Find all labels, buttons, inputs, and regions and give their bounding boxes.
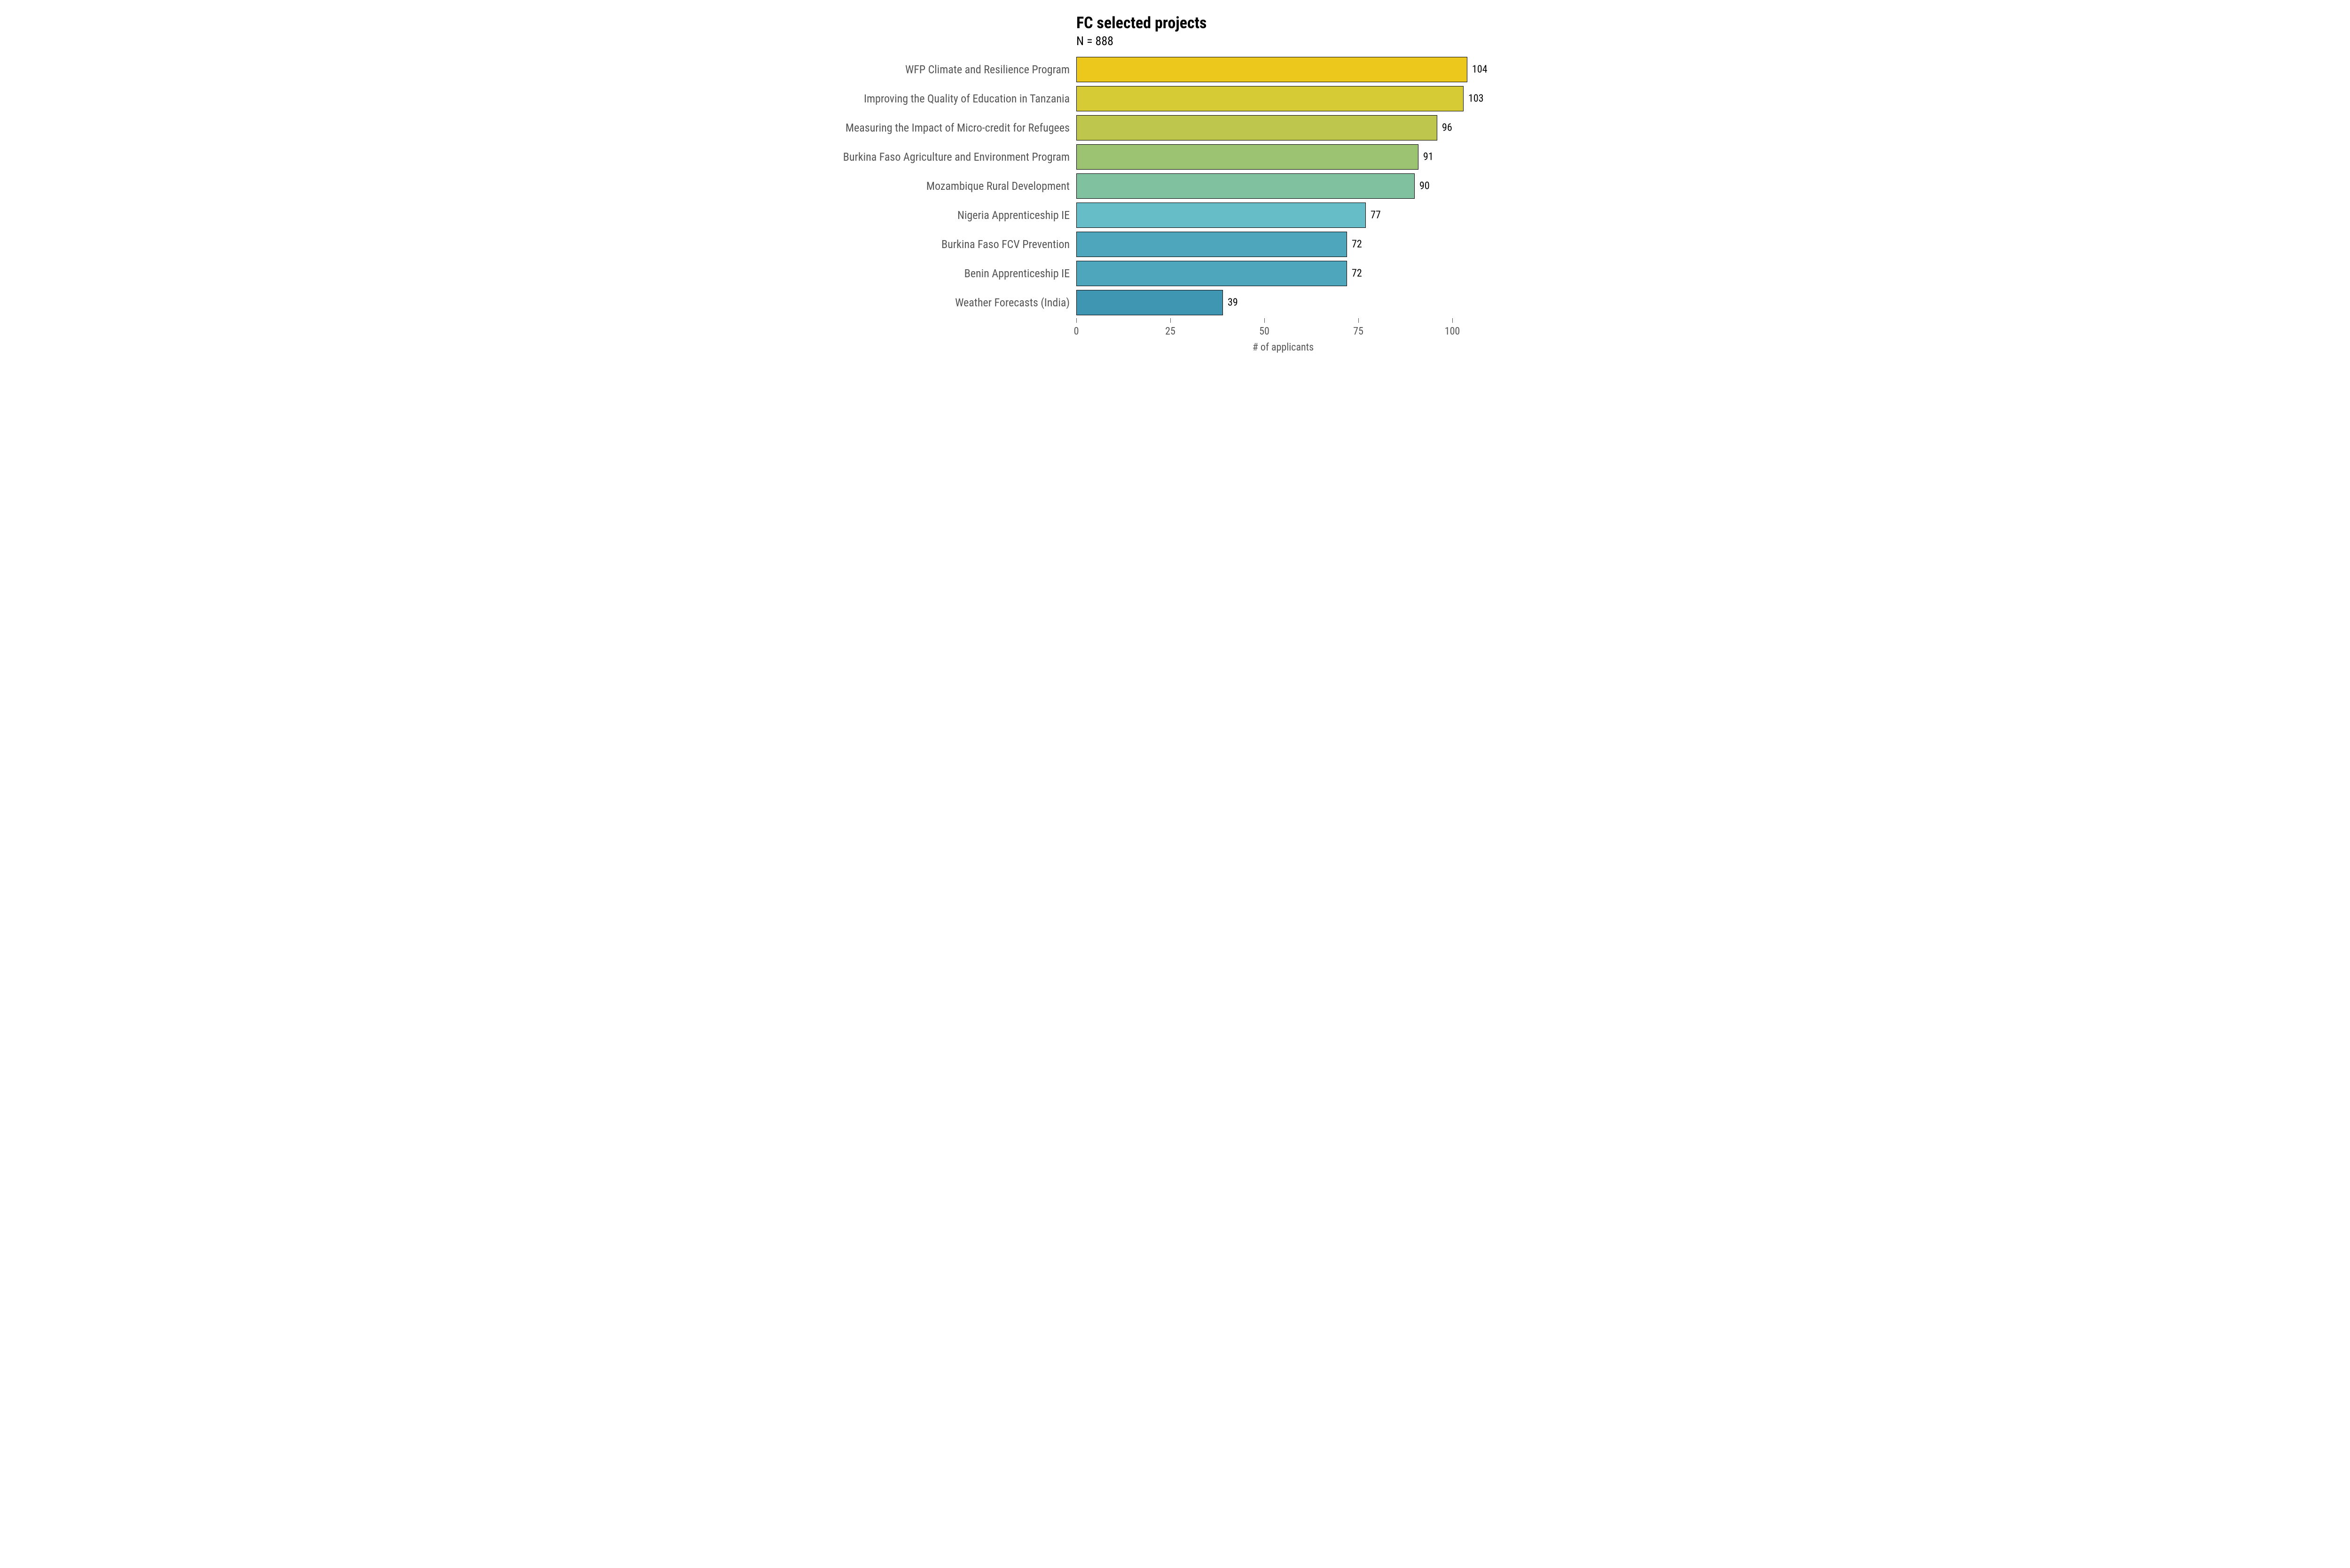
bar xyxy=(1076,57,1467,82)
bar-value-label: 96 xyxy=(1442,122,1452,134)
category-label: Weather Forecasts (India) xyxy=(841,296,1076,309)
x-axis xyxy=(1076,318,1490,325)
x-tick-label: 75 xyxy=(1353,326,1363,337)
bar-value-label: 39 xyxy=(1228,297,1238,309)
x-tick xyxy=(1264,318,1265,323)
bar xyxy=(1076,232,1347,257)
x-tick-label: 0 xyxy=(1074,326,1079,337)
category-label: Benin Apprenticeship IE xyxy=(841,267,1076,280)
category-label: Burkina Faso Agriculture and Environment… xyxy=(841,150,1076,164)
category-label: Burkina Faso FCV Prevention xyxy=(841,238,1076,251)
bar xyxy=(1076,144,1418,170)
x-tick xyxy=(1170,318,1171,323)
x-tick xyxy=(1452,318,1453,323)
x-tick xyxy=(1076,318,1077,323)
bar-value-label: 104 xyxy=(1472,64,1488,76)
category-label: WFP Climate and Resilience Program xyxy=(841,63,1076,76)
bar-value-label: 90 xyxy=(1419,180,1430,192)
bar xyxy=(1076,173,1415,199)
category-label: Mozambique Rural Development xyxy=(841,179,1076,193)
bar xyxy=(1076,290,1223,315)
bar xyxy=(1076,115,1437,140)
bar-value-label: 91 xyxy=(1423,151,1434,163)
bar-value-label: 77 xyxy=(1371,210,1381,221)
category-label: Measuring the Impact of Micro-credit for… xyxy=(841,121,1076,134)
chart-subtitle: N = 888 xyxy=(1076,34,1509,48)
chart-title: FC selected projects xyxy=(1076,14,1509,32)
x-tick-label: 25 xyxy=(1165,326,1175,337)
category-label: Nigeria Apprenticeship IE xyxy=(841,209,1076,222)
bar xyxy=(1076,203,1366,228)
x-tick xyxy=(1358,318,1359,323)
x-tick-label: 50 xyxy=(1259,326,1269,337)
bar-value-label: 72 xyxy=(1352,239,1362,250)
bar-value-label: 103 xyxy=(1468,93,1484,105)
bar xyxy=(1076,86,1464,111)
x-tick-label: 100 xyxy=(1445,326,1460,337)
bar xyxy=(1076,261,1347,286)
x-axis-label: # of applicants xyxy=(1076,342,1490,353)
bar-value-label: 72 xyxy=(1352,268,1362,280)
category-label: Improving the Quality of Education in Ta… xyxy=(841,92,1076,105)
